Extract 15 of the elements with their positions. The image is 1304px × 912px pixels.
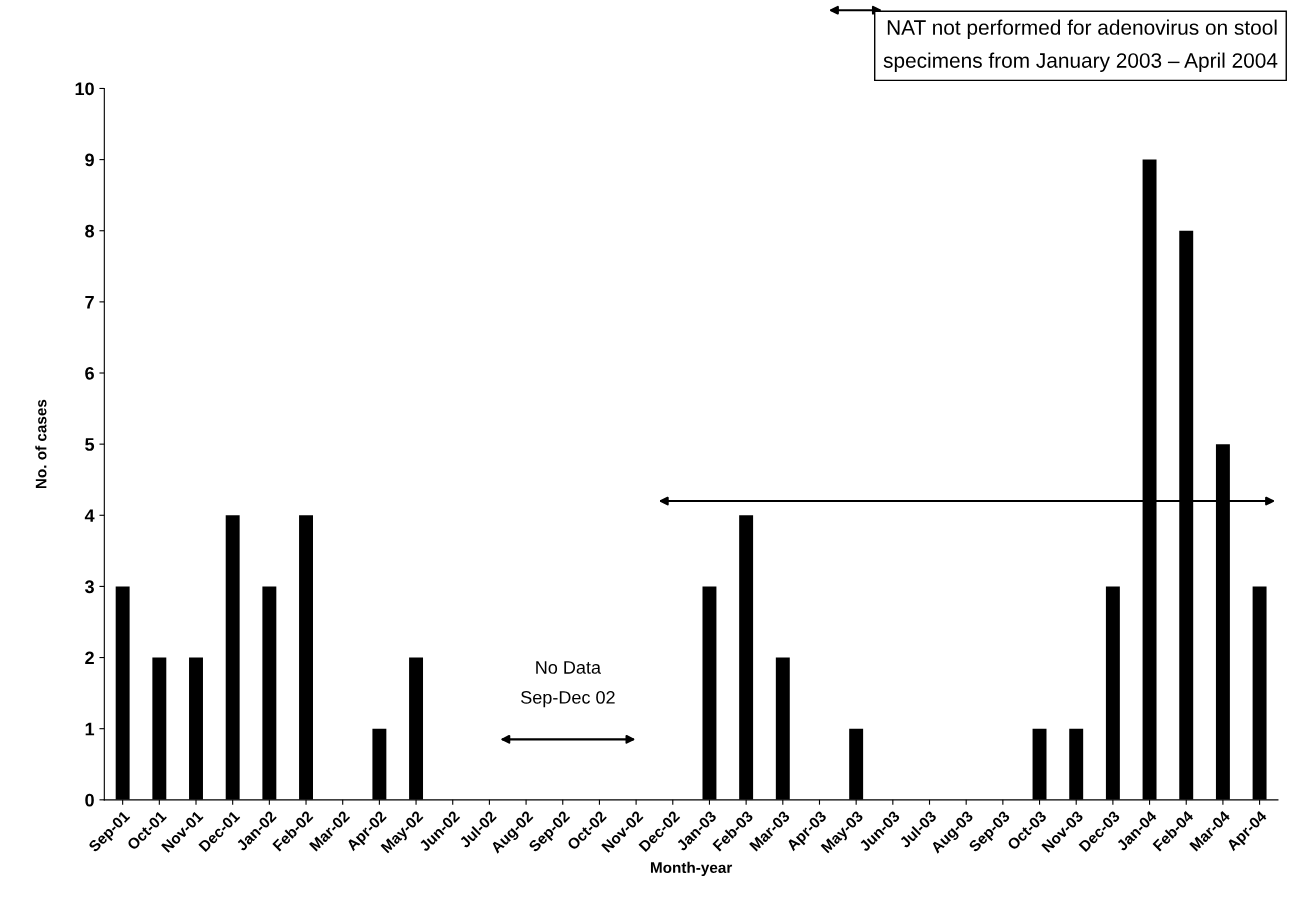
y-tick-label: 1	[85, 722, 95, 736]
y-tick-label: 5	[85, 438, 95, 451]
y-axis-title: No. of cases	[35, 399, 47, 489]
y-tick-label: 3	[84, 580, 94, 594]
annotation: No Data Sep-Dec 02	[521, 661, 615, 708]
text: NAT not performed for adenovirus on stool specimens from January 2003 – April 2004	[883, 19, 1278, 72]
x-axis-title: Month-year	[650, 861, 733, 877]
y-tick-label: 0	[85, 793, 94, 807]
y-tick-label: 2	[85, 651, 94, 665]
y-tick-label: 10	[75, 82, 94, 96]
y-tick-label: 7	[85, 295, 94, 309]
y-tick-label: 4	[84, 509, 95, 522]
y-tick-label: 8	[85, 224, 95, 238]
y-tick-label: 6	[85, 366, 94, 380]
y-tick-label: 9	[85, 153, 94, 167]
